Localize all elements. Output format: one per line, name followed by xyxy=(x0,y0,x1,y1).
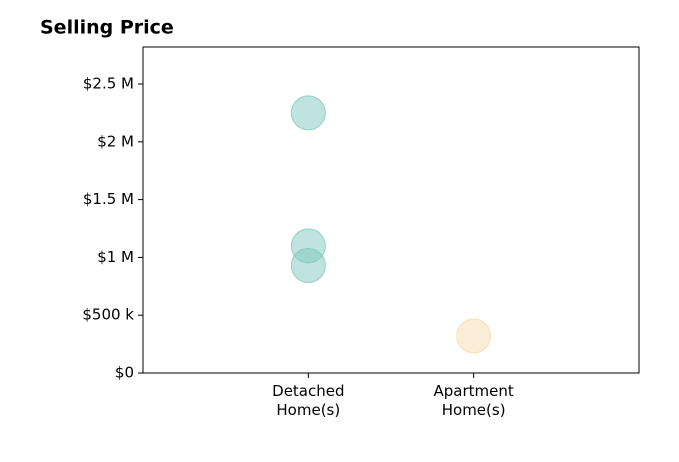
y-tick-label: $500 k xyxy=(82,306,134,324)
x-tick-label: Detached Home(s) xyxy=(272,382,345,419)
point xyxy=(290,95,326,131)
plot-frame xyxy=(142,46,640,374)
point xyxy=(290,247,326,283)
point xyxy=(456,318,492,354)
y-tick-label: $1 M xyxy=(97,248,134,266)
y-tick-label: $0 xyxy=(115,364,134,382)
x-tick-label: Apartment Home(s) xyxy=(433,382,514,419)
y-tick-label: $1.5 M xyxy=(83,190,134,208)
y-tick-label: $2.5 M xyxy=(83,74,134,92)
y-tick-label: $2 M xyxy=(97,132,134,150)
chart-title: Selling Price xyxy=(40,17,174,39)
